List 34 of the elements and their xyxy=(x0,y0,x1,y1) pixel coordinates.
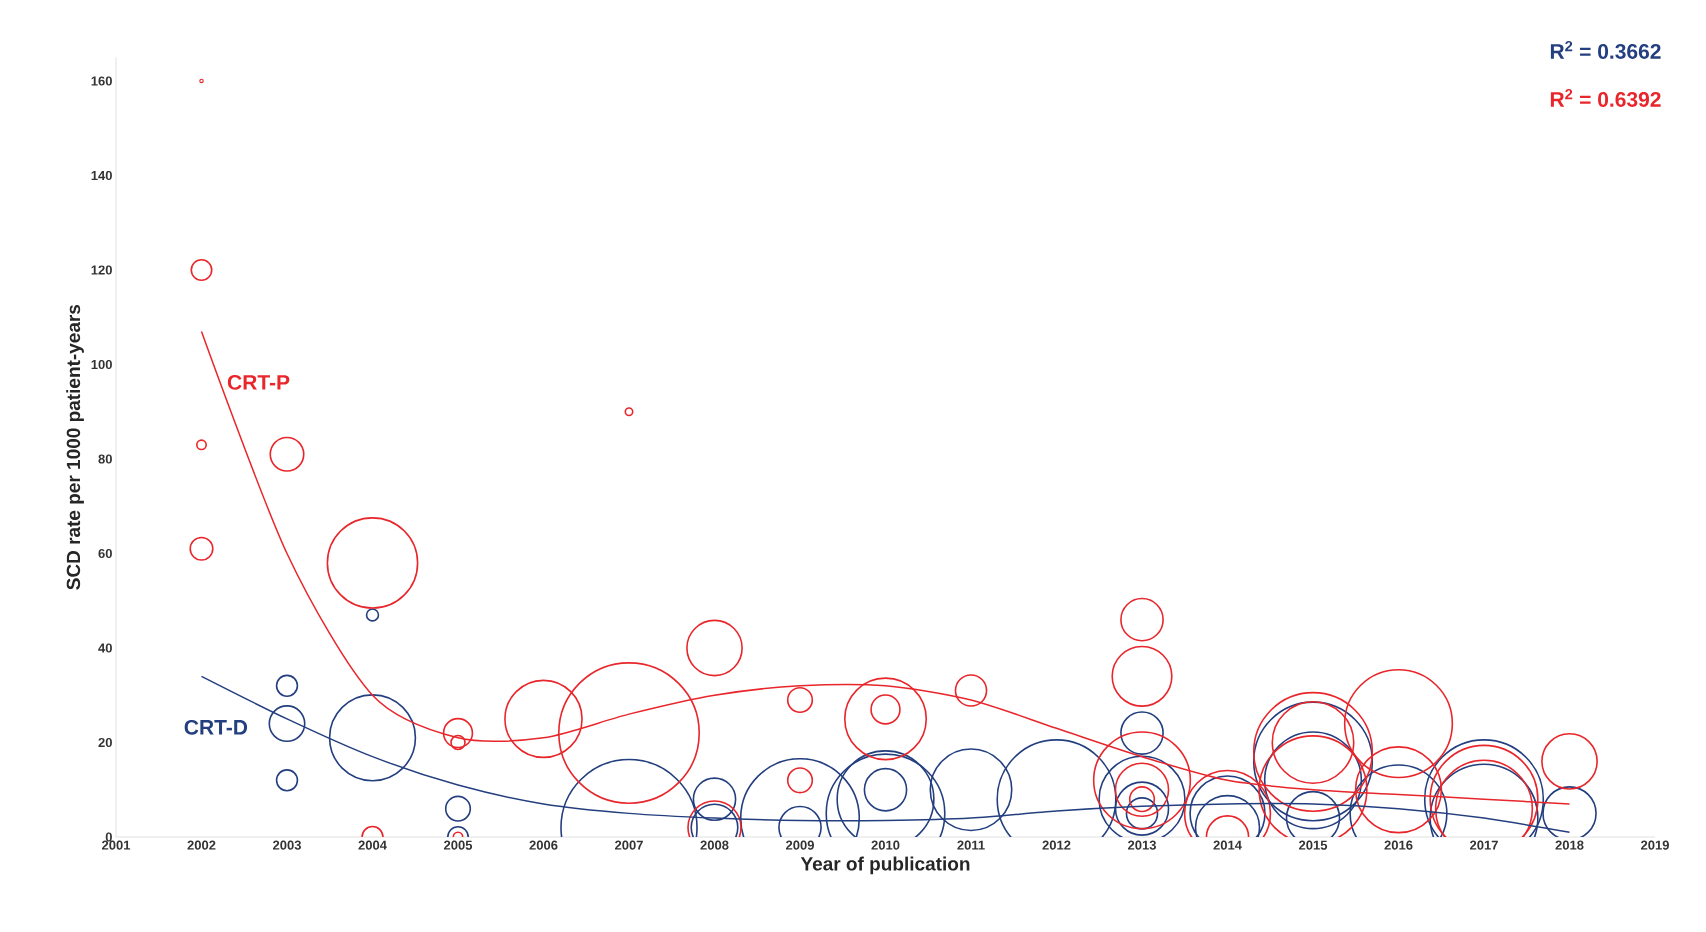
y-tick-label: 120 xyxy=(91,265,112,275)
x-tick-label: 2003 xyxy=(273,840,301,850)
y-axis-title: SCD rate per 1000 patient-years xyxy=(66,304,84,590)
y-tick-label: 160 xyxy=(91,76,112,86)
y-tick-label: 100 xyxy=(91,359,112,370)
x-tick-label: 2001 xyxy=(102,840,131,850)
annotation: R$^{2}$ = 0.6392 xyxy=(1550,88,1661,107)
x-tick-label: 2006 xyxy=(529,840,558,850)
annotation: R$^{2}$ = 0.3662 xyxy=(1550,40,1661,59)
x-tick-label: 2012 xyxy=(1042,840,1071,850)
x-tick-label: 2013 xyxy=(1128,840,1156,850)
x-tick-label: 2005 xyxy=(444,840,473,850)
x-tick-label: 2002 xyxy=(187,840,216,850)
x-tick-label: 2015 xyxy=(1299,840,1328,850)
x-tick-label: 2014 xyxy=(1213,840,1242,850)
x-axis-title: Year of publication xyxy=(800,856,970,875)
y-tick-label: 0 xyxy=(105,832,112,842)
x-tick-label: 2016 xyxy=(1384,840,1413,850)
series-label: CRT-D xyxy=(184,719,248,735)
y-tick-label: 140 xyxy=(91,170,112,181)
x-tick-label: 2018 xyxy=(1555,840,1584,850)
y-tick-label: 40 xyxy=(98,643,112,653)
x-tick-label: 2017 xyxy=(1470,840,1498,850)
x-tick-label: 2004 xyxy=(358,840,387,850)
text: CRT-P xyxy=(227,374,290,390)
x-tick-label: 2009 xyxy=(786,840,814,850)
x-tick-label: 2011 xyxy=(957,840,985,850)
x-tick-label: 2019 xyxy=(1641,840,1669,850)
x-tick-label: 2007 xyxy=(615,840,643,850)
x-tick-label: 2008 xyxy=(700,840,729,850)
y-tick-label: 60 xyxy=(98,548,112,559)
x-tick-label: 2010 xyxy=(871,840,900,850)
y-tick-label: 20 xyxy=(98,737,112,748)
y-tick-label: 80 xyxy=(98,454,112,464)
